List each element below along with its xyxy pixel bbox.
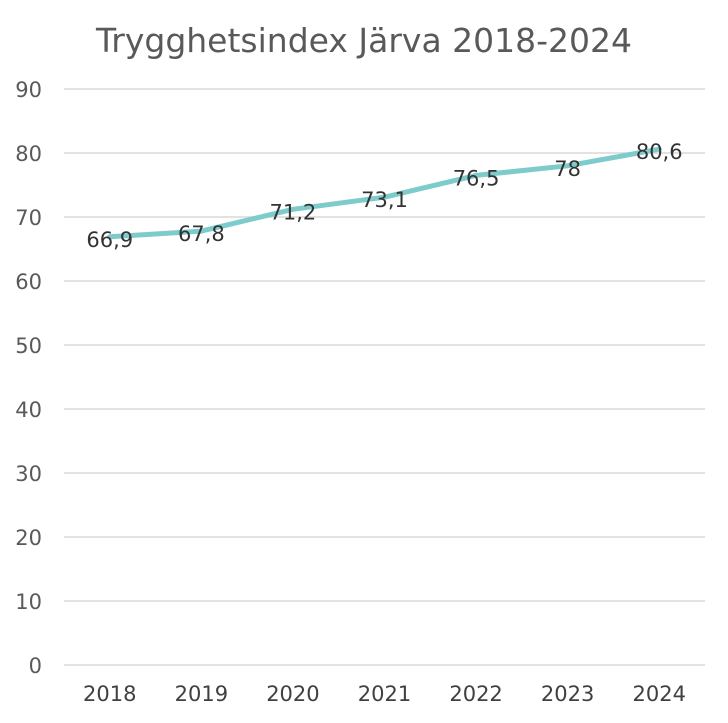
x-tick-label: 2022 <box>449 682 502 706</box>
data-labels: 66,9 67,8 71,2 73,1 76,5 78 80,6 <box>86 140 682 252</box>
x-tick-label: 2024 <box>632 682 685 706</box>
y-tick-label: 70 <box>15 206 42 230</box>
data-label: 73,1 <box>361 188 408 212</box>
data-point <box>473 172 479 178</box>
x-axis-ticks: 2018 2019 2020 2021 2022 2023 2024 <box>83 682 686 706</box>
data-point <box>382 194 387 200</box>
y-tick-label: 60 <box>15 270 42 294</box>
y-tick-label: 50 <box>15 334 42 358</box>
x-tick-label: 2019 <box>175 682 228 706</box>
data-label: 71,2 <box>270 200 317 224</box>
data-point <box>656 146 662 152</box>
y-axis-ticks: 0 10 20 30 40 50 60 70 80 90 <box>15 78 42 678</box>
data-point <box>565 163 571 169</box>
gridlines <box>64 88 705 666</box>
data-label: 80,6 <box>636 140 683 164</box>
chart-title: Trygghetsindex Järva 2018-2024 <box>95 21 632 60</box>
x-tick-label: 2023 <box>541 682 594 706</box>
data-point <box>107 234 113 240</box>
y-tick-label: 40 <box>15 398 42 422</box>
series-line-group <box>107 146 662 240</box>
data-label: 78 <box>554 157 581 181</box>
data-label: 67,8 <box>178 222 225 246</box>
data-point <box>198 228 204 234</box>
data-label: 76,5 <box>453 166 500 190</box>
x-tick-label: 2020 <box>266 682 319 706</box>
x-tick-label: 2018 <box>83 682 136 706</box>
data-label: 66,9 <box>86 228 133 252</box>
data-point <box>290 206 296 212</box>
y-tick-label: 20 <box>15 526 42 550</box>
y-tick-label: 0 <box>29 654 42 678</box>
x-tick-label: 2021 <box>358 682 411 706</box>
y-tick-label: 30 <box>15 462 42 486</box>
y-tick-label: 80 <box>15 142 42 166</box>
y-tick-label: 10 <box>15 590 42 614</box>
y-tick-label: 90 <box>15 78 42 102</box>
